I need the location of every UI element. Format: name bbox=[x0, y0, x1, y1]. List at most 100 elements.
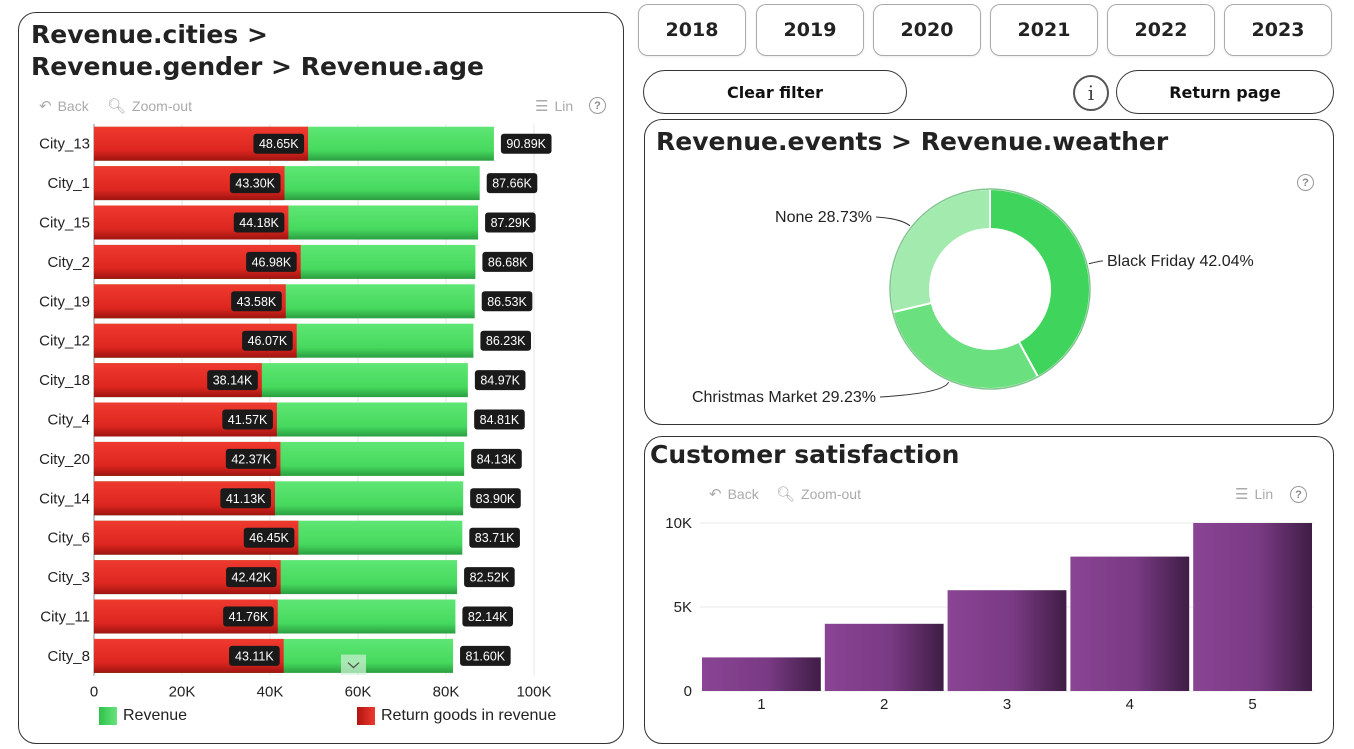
zoom-out-label: Zoom-out bbox=[132, 98, 192, 114]
category-label: City_3 bbox=[47, 569, 90, 586]
return-value-label-bg bbox=[226, 567, 277, 588]
x-tick-label: 5 bbox=[1248, 696, 1256, 713]
return-value-label-bg bbox=[243, 527, 295, 548]
return-value-label-bg bbox=[220, 488, 271, 509]
revenue-value-label-bg bbox=[486, 173, 538, 194]
satisfaction-bar[interactable] bbox=[1193, 523, 1312, 691]
year-button-2021[interactable]: 2021 bbox=[990, 4, 1098, 56]
revenue-value-label-bg bbox=[482, 251, 533, 272]
year-button-2019[interactable]: 2019 bbox=[756, 4, 864, 56]
slice-leader-line bbox=[879, 381, 950, 398]
donut-slice[interactable] bbox=[891, 301, 1040, 390]
revenue-value-label-bg bbox=[481, 291, 533, 312]
info-icon[interactable]: i bbox=[1073, 75, 1109, 111]
category-label: City_18 bbox=[39, 372, 90, 389]
revenue-value-label-bg bbox=[469, 527, 520, 548]
scroll-down-button[interactable] bbox=[341, 654, 366, 675]
category-label: City_4 bbox=[47, 412, 90, 429]
satisfaction-bar[interactable] bbox=[947, 590, 1067, 691]
return-value-label: 46.45K bbox=[249, 531, 289, 545]
revenue-value-label-bg bbox=[480, 330, 532, 351]
list-icon: ☰ bbox=[1235, 486, 1249, 503]
return-value-label: 46.98K bbox=[252, 255, 292, 269]
satisfaction-bar[interactable] bbox=[702, 657, 821, 691]
y-tick-label: 10K bbox=[665, 515, 692, 532]
revenue-value-label: 84.81K bbox=[480, 413, 520, 427]
legend-revenue[interactable]: Revenue bbox=[99, 707, 187, 725]
x-tick-label: 60K bbox=[345, 684, 372, 701]
return-value-label-bg bbox=[242, 330, 293, 351]
satisfaction-bar[interactable] bbox=[1070, 556, 1190, 691]
donut-chart-title: Revenue.events > Revenue.weather bbox=[656, 127, 1169, 156]
revenue-value-label: 81.60K bbox=[466, 649, 506, 663]
return-page-button[interactable]: Return page bbox=[1116, 70, 1334, 114]
revenue-value-label: 86.23K bbox=[486, 334, 526, 348]
return-value-label-bg bbox=[207, 370, 258, 391]
year-button-2023[interactable]: 2023 bbox=[1224, 4, 1332, 56]
category-label: City_13 bbox=[39, 136, 90, 153]
donut-outline bbox=[889, 188, 1091, 390]
return-value-label: 41.57K bbox=[228, 413, 268, 427]
revenue-value-label-bg bbox=[462, 606, 514, 627]
satisfaction-chart-title: Customer satisfaction bbox=[650, 440, 960, 469]
x-tick-label: 2 bbox=[880, 696, 888, 713]
chevron-down-icon bbox=[347, 662, 360, 669]
return-value-label: 48.65K bbox=[259, 137, 299, 151]
legend-return-goods[interactable]: Return goods in revenue bbox=[357, 707, 556, 725]
donut-slice[interactable] bbox=[889, 187, 991, 314]
x-tick-label: 40K bbox=[257, 684, 284, 701]
legend-return-swatch bbox=[357, 707, 375, 725]
category-label: City_8 bbox=[47, 648, 90, 665]
lin-label: Lin bbox=[1254, 486, 1274, 502]
return-value-label-bg bbox=[222, 409, 273, 430]
satisfaction-bar[interactable] bbox=[824, 623, 944, 691]
category-label: City_19 bbox=[39, 293, 90, 310]
revenue-value-label: 87.29K bbox=[491, 216, 531, 230]
slice-label: None 28.73% bbox=[775, 209, 872, 226]
revenue-value-label: 84.13K bbox=[477, 452, 517, 466]
donut-help-icon[interactable]: ? bbox=[1297, 174, 1314, 191]
return-value-label-bg bbox=[229, 173, 281, 194]
return-value-label-bg bbox=[225, 448, 277, 469]
revenue-value-label: 83.90K bbox=[476, 492, 516, 506]
list-icon: ☰ bbox=[535, 98, 549, 115]
zoom-out-label: Zoom-out bbox=[801, 486, 861, 502]
x-tick-label: 100K bbox=[516, 684, 551, 701]
revenue-value-label: 90.89K bbox=[506, 137, 546, 151]
cities-help-icon[interactable]: ? bbox=[589, 97, 606, 114]
year-button-2022[interactable]: 2022 bbox=[1107, 4, 1215, 56]
return-value-label: 43.58K bbox=[237, 295, 277, 309]
year-button-2020[interactable]: 2020 bbox=[873, 4, 981, 56]
return-value-label-bg bbox=[223, 606, 274, 627]
cities-toolbar-back[interactable]: ↶ Back bbox=[39, 97, 89, 115]
return-value-label-bg bbox=[253, 133, 305, 154]
revenue-value-label-bg bbox=[471, 448, 522, 469]
category-label: City_11 bbox=[40, 609, 90, 626]
back-label: Back bbox=[727, 486, 759, 502]
return-value-label-bg bbox=[231, 291, 282, 312]
revenue-value-label: 82.14K bbox=[468, 610, 508, 624]
zoom-out-icon: 🔍︎ bbox=[776, 486, 796, 503]
satisfaction-bar-chart: 0 5K 10K 1 2 3 4 5 bbox=[665, 515, 1314, 713]
y-tick-label: 0 bbox=[684, 683, 692, 700]
category-label: City_20 bbox=[39, 451, 90, 468]
slice-leader-line bbox=[875, 216, 911, 227]
satisfaction-toolbar-lin[interactable]: ☰ Lin bbox=[1235, 485, 1273, 503]
revenue-value-label-bg bbox=[464, 567, 515, 588]
x-tick-label: 1 bbox=[757, 696, 765, 713]
satisfaction-toolbar-back[interactable]: ↶ Back bbox=[709, 485, 759, 503]
satisfaction-toolbar-zoom-out[interactable]: 🔍︎ Zoom-out bbox=[776, 485, 861, 503]
year-button-2018[interactable]: 2018 bbox=[638, 4, 746, 56]
legend-revenue-label: Revenue bbox=[123, 707, 188, 724]
category-label: City_6 bbox=[47, 530, 90, 547]
lin-label: Lin bbox=[554, 98, 574, 114]
cities-toolbar-zoom-out[interactable]: 🔍︎ Zoom-out bbox=[107, 97, 192, 115]
satisfaction-help-icon[interactable]: ? bbox=[1290, 486, 1307, 503]
x-tick-label: 0 bbox=[90, 684, 98, 701]
cities-toolbar-lin[interactable]: ☰ Lin bbox=[535, 97, 573, 115]
return-value-label: 41.76K bbox=[229, 610, 269, 624]
category-label: City_15 bbox=[39, 215, 90, 232]
events-donut-chart: Black Friday 42.04% Christmas Market 29.2… bbox=[692, 187, 1254, 406]
clear-filter-button[interactable]: Clear filter bbox=[643, 70, 907, 114]
revenue-value-label-bg bbox=[500, 133, 552, 154]
